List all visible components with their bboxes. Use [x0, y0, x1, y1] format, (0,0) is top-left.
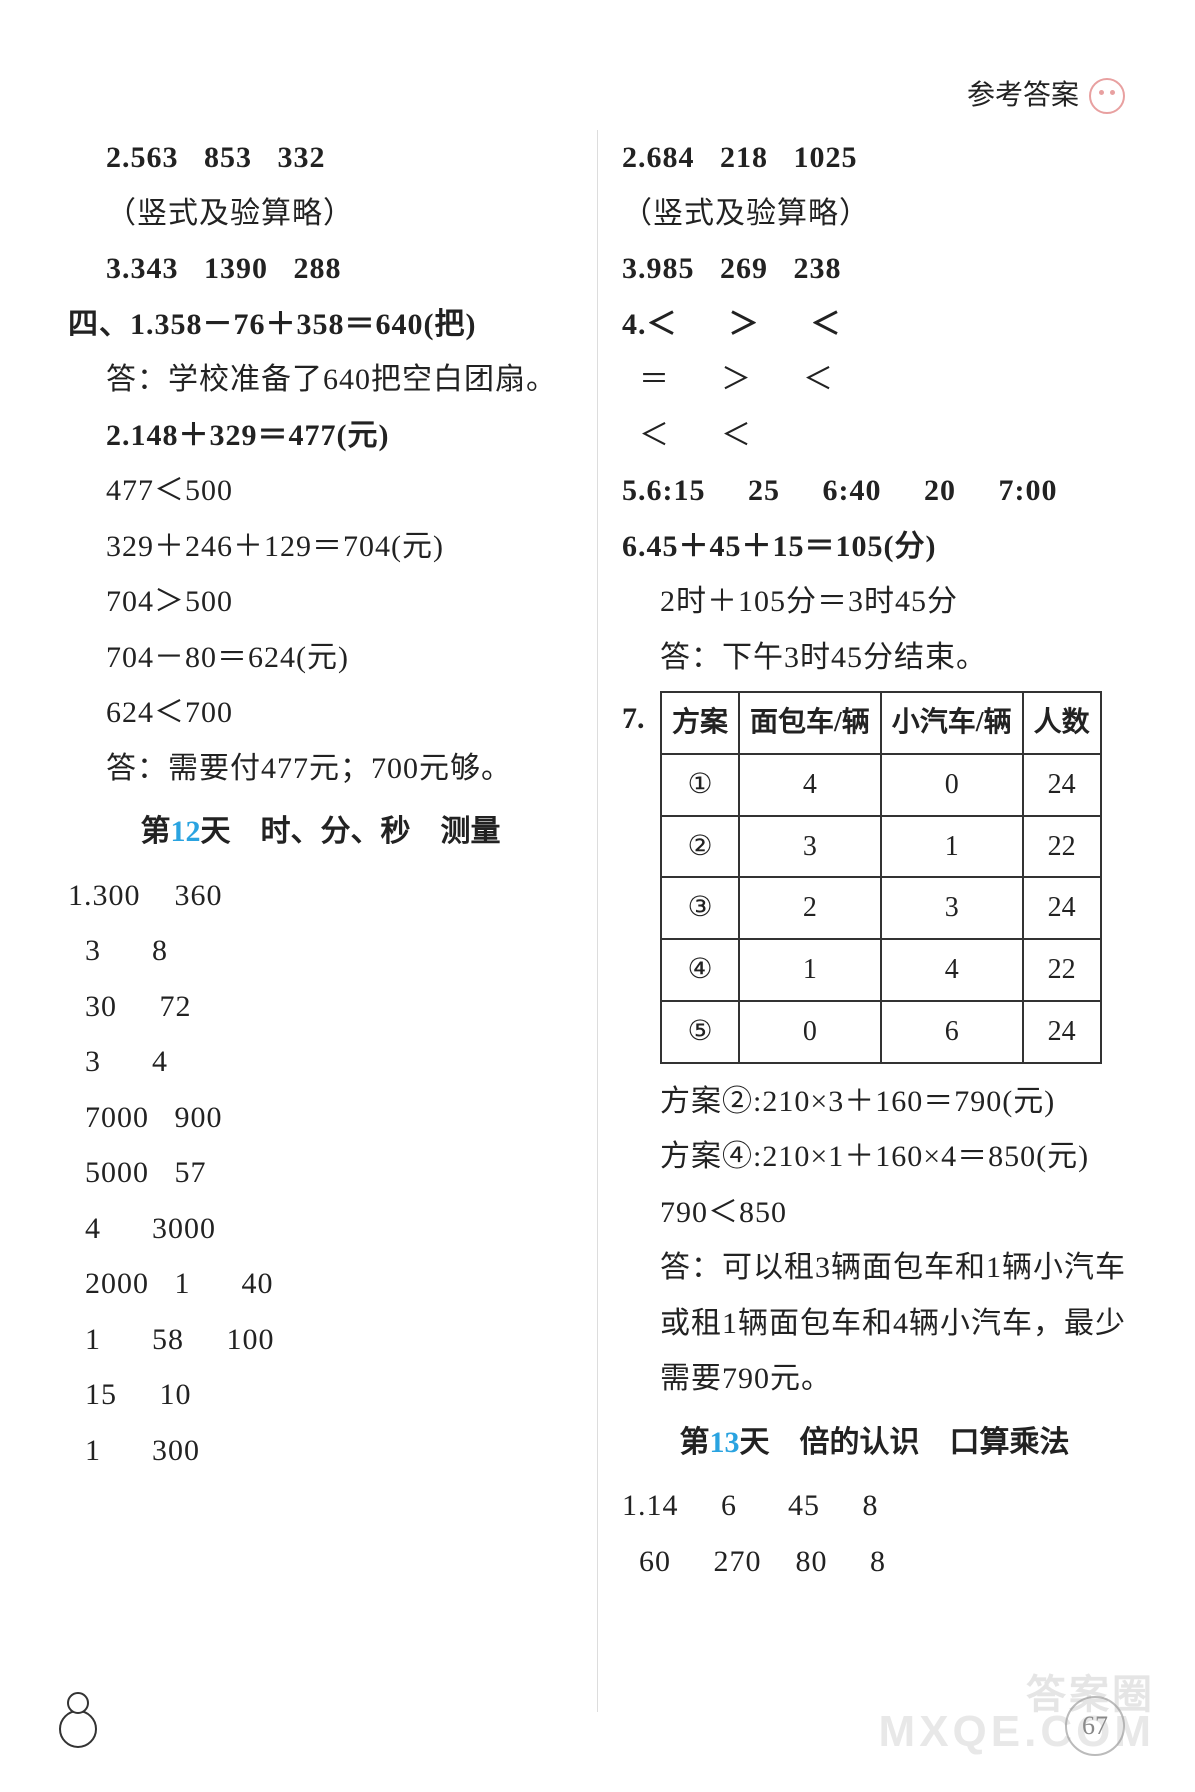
q7-answer-l2: 或租1辆面包车和4辆小汽车，最少: [622, 1296, 1127, 1352]
day-number: 12: [171, 815, 201, 848]
right-q4-row1: 4.＜ ＞ ＜: [622, 297, 1127, 353]
right-q4-row2: ＝ ＞ ＜: [622, 352, 1127, 408]
day13-heading: 第13天 倍的认识 口算乘法: [622, 1415, 1127, 1471]
grid-row: 5000 57: [68, 1145, 573, 1201]
q7-answer-l3: 需要790元。: [622, 1351, 1127, 1407]
compare: 790＜850: [622, 1185, 1127, 1241]
cell: ③: [661, 877, 739, 939]
left-q2b-step5: 624＜700: [68, 685, 573, 741]
grid-row: 1.300 360: [68, 868, 573, 924]
cell: 22: [1023, 939, 1101, 1001]
right-column: 2.684 218 1025 （竖式及验算略） 3.985 269 238 4.…: [604, 130, 1145, 1712]
q7-label: 7.: [622, 685, 660, 1074]
right-q2: 2.684 218 1025: [622, 130, 1127, 186]
table-row: 方案 面包车/辆 小汽车/辆 人数: [661, 692, 1101, 754]
day13-q1-row2: 60 270 80 8: [622, 1534, 1127, 1590]
page-header: 参考答案: [967, 70, 1125, 122]
cell: 3: [881, 877, 1023, 939]
left-section4-q1: 四、1.358－76＋358＝640(把): [68, 297, 573, 353]
cell: 24: [1023, 754, 1101, 816]
grid-row: 3 8: [68, 923, 573, 979]
grid-row: 4 3000: [68, 1201, 573, 1257]
table-row: ⑤0624: [661, 1001, 1101, 1063]
right-q5: 5.6:15 25 6:40 20 7:00: [622, 463, 1127, 519]
grid-row: 30 72: [68, 979, 573, 1035]
left-q2-note: （竖式及验算略）: [68, 186, 573, 242]
day-post: 天 时、分、秒 测量: [201, 815, 501, 848]
cell: ①: [661, 754, 739, 816]
cell: 22: [1023, 816, 1101, 878]
cell: ②: [661, 816, 739, 878]
table-row: ①4024: [661, 754, 1101, 816]
left-q2b-answer: 答：需要付477元；700元够。: [68, 741, 573, 797]
plan4-calc: 方案④:210×1＋160×4＝850(元): [622, 1129, 1127, 1185]
cell: 4: [881, 939, 1023, 1001]
left-q2: 2.563 853 332: [68, 130, 573, 186]
right-q3: 3.985 269 238: [622, 241, 1127, 297]
left-q2b: 2.148＋329＝477(元): [68, 408, 573, 464]
cell: 2: [739, 877, 881, 939]
th-people: 人数: [1023, 692, 1101, 754]
cell: 6: [881, 1001, 1023, 1063]
table-row: ④1422: [661, 939, 1101, 1001]
right-q4-row3: ＜ ＜: [622, 408, 1127, 464]
content-area: 2.563 853 332 （竖式及验算略） 3.343 1390 288 四、…: [50, 130, 1145, 1712]
q7-answer-l1: 答：可以租3辆面包车和1辆小汽车: [622, 1240, 1127, 1296]
cell: 4: [739, 754, 881, 816]
watermark-url: MXQE.COM: [879, 1691, 1155, 1772]
grid-row: 15 10: [68, 1367, 573, 1423]
snowman-icon: [55, 1692, 103, 1752]
column-divider: [597, 130, 598, 1712]
day13-q1-row1: 1.14 6 45 8: [622, 1478, 1127, 1534]
cell: 24: [1023, 1001, 1101, 1063]
plan2-calc: 方案②:210×3＋160＝790(元): [622, 1074, 1127, 1130]
th-van: 面包车/辆: [739, 692, 881, 754]
q7-wrapper: 7. 方案 面包车/辆 小汽车/辆 人数 ①4024 ②3122 ③2324 ④…: [622, 685, 1127, 1074]
right-q6: 6.45＋45＋15＝105(分): [622, 519, 1127, 575]
day-number: 13: [710, 1426, 740, 1459]
left-q2b-step1: 477＜500: [68, 463, 573, 519]
left-q2b-step2: 329＋246＋129＝704(元): [68, 519, 573, 575]
cell: ⑤: [661, 1001, 739, 1063]
cell: 24: [1023, 877, 1101, 939]
day-post: 天 倍的认识 口算乘法: [740, 1426, 1070, 1459]
day12-heading: 第12天 时、分、秒 测量: [68, 804, 573, 860]
th-car: 小汽车/辆: [881, 692, 1023, 754]
header-title: 参考答案: [967, 70, 1079, 122]
plan-table: 方案 面包车/辆 小汽车/辆 人数 ①4024 ②3122 ③2324 ④142…: [660, 691, 1102, 1064]
left-column: 2.563 853 332 （竖式及验算略） 3.343 1390 288 四、…: [50, 130, 591, 1712]
table-row: ②3122: [661, 816, 1101, 878]
cell: 0: [881, 754, 1023, 816]
table-row: ③2324: [661, 877, 1101, 939]
cell: ④: [661, 939, 739, 1001]
right-q6-answer: 答：下午3时45分结束。: [622, 630, 1127, 686]
grid-row: 7000 900: [68, 1090, 573, 1146]
right-q2-note: （竖式及验算略）: [622, 186, 1127, 242]
left-q2b-step4: 704－80＝624(元): [68, 630, 573, 686]
left-q3: 3.343 1390 288: [68, 241, 573, 297]
right-q6-step: 2时＋105分＝3时45分: [622, 574, 1127, 630]
day-pre: 第: [141, 815, 171, 848]
left-q2b-step3: 704＞500: [68, 574, 573, 630]
cell: 3: [739, 816, 881, 878]
left-q1-answer: 答：学校准备了640把空白团扇。: [68, 352, 573, 408]
cell: 1: [739, 939, 881, 1001]
cell: 0: [739, 1001, 881, 1063]
grid-row: 1 300: [68, 1423, 573, 1479]
mascot-icon: [1089, 78, 1125, 114]
th-plan: 方案: [661, 692, 739, 754]
grid-row: 1 58 100: [68, 1312, 573, 1368]
cell: 1: [881, 816, 1023, 878]
grid-row: 2000 1 40: [68, 1256, 573, 1312]
day-pre: 第: [680, 1426, 710, 1459]
footer-mascot: [55, 1692, 103, 1752]
grid-row: 3 4: [68, 1034, 573, 1090]
